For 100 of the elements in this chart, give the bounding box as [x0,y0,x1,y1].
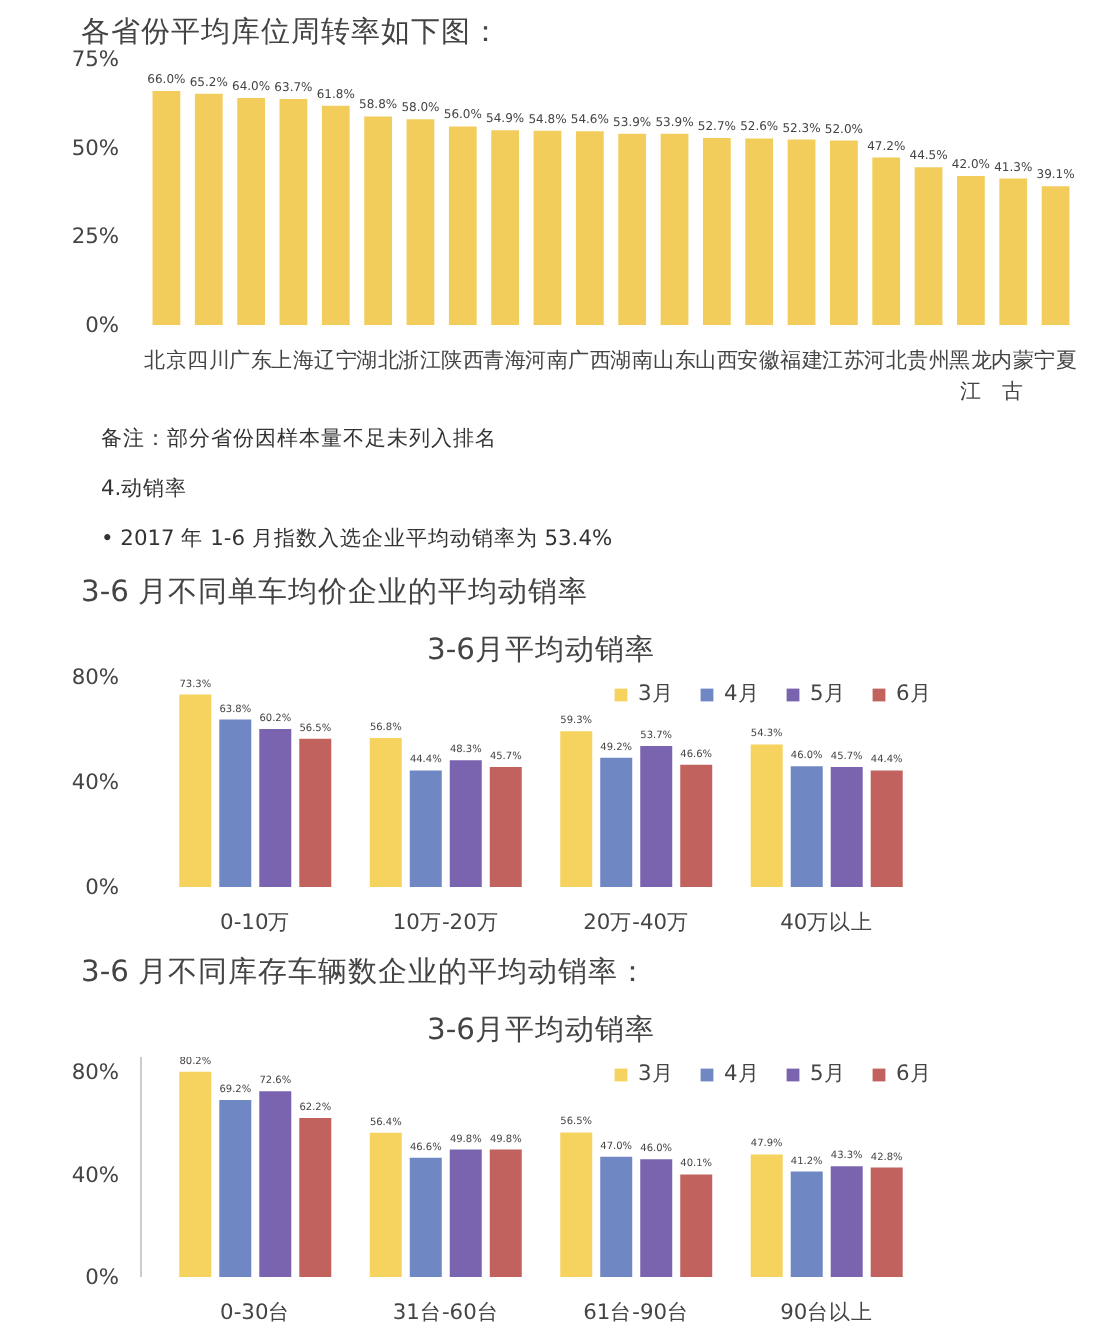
bar [369,737,402,887]
x-tick-label: 北京 [144,347,189,373]
bar [640,746,673,887]
x-tick-label: 湖南 [610,347,655,373]
bar [1041,186,1070,325]
x-tick-label: 内蒙古 [991,347,1036,405]
bar [299,738,332,887]
bar [750,1154,783,1277]
bar [449,1149,482,1277]
bar [533,130,562,325]
bar [560,1132,593,1277]
x-tick-label: 0-10万 [220,909,291,935]
bar [299,1117,332,1277]
chart-title: 3-6 月不同库存车辆数企业的平均动销率： [81,955,649,989]
y-tick-label: 40% [71,769,119,795]
x-tick-label: 青海 [483,347,528,373]
bar [829,140,858,325]
bar [279,99,308,325]
bar [259,728,292,887]
text: 4.动销率 [101,475,188,501]
x-tick-label: 安徽 [737,347,782,373]
x-tick-label: 河南 [525,347,570,373]
bar [872,157,901,325]
y-tick-label: 75% [71,46,119,72]
y-tick-label: 0% [85,1264,119,1290]
x-tick-label: 福建 [779,347,824,373]
bar [750,744,783,887]
bar [830,767,863,887]
bar [179,694,212,887]
chart-subtitle: 3-6月平均动销率 [427,633,655,667]
legend-label: 4月 [724,680,762,708]
bar [259,1091,292,1277]
bar [660,133,689,325]
y-tick-label: 50% [71,134,119,161]
legend-label: 5月 [810,1060,848,1088]
x-tick-label: 浙江 [398,347,443,373]
x-tick-label: 江苏 [821,347,866,373]
bar [790,1171,823,1277]
bar [409,770,442,887]
x-tick-label: 黑龙江 [948,347,993,405]
legend-label: 3月 [638,1060,676,1088]
bar [600,757,633,887]
x-tick-label: 山东 [652,347,697,373]
legend-label: 4月 [724,1060,762,1088]
bar [870,1167,903,1277]
bar [790,766,823,887]
y-tick-label: 25% [71,223,119,250]
chart-title: 各省份平均库位周转率如下图： [81,15,501,49]
bar [152,90,181,325]
bar [702,138,731,325]
y-tick-label: 80% [71,1059,119,1086]
y-tick-label: 0% [85,874,119,900]
x-tick-label: 20万-40万 [583,909,690,935]
legend-label: 5月 [810,680,848,708]
bar [957,176,985,325]
x-tick-label: 61台-90台 [583,1299,690,1325]
x-tick-label: 河北 [864,347,909,373]
legend-label: 3月 [638,680,676,708]
x-tick-label: 湖北 [356,347,401,373]
bar [237,98,265,325]
x-tick-label: 四川 [186,347,231,373]
x-tick-label: 辽宁 [313,347,358,373]
bar [560,731,593,887]
x-tick-label: 宁夏 [1033,347,1078,373]
bar [491,130,520,325]
bar [369,1132,402,1277]
legend-label: 6月 [896,680,934,708]
x-tick-label: 上海 [271,347,316,373]
bar [680,1174,713,1277]
bar [745,138,774,325]
bar [600,1156,633,1277]
x-tick-label: 贵州 [906,347,951,373]
x-tick-label: 90台以上 [780,1299,874,1325]
text: • 2017 年 1-6 月指数入选企业平均动销率为 53.4% [101,525,613,551]
bar [364,116,393,325]
text: 备注：部分省份因样本量不足未列入排名 [101,425,497,451]
x-tick-label: 陕西 [440,347,485,373]
bar [448,126,477,325]
bar [219,719,252,887]
bar [830,1166,863,1277]
bar [575,131,604,325]
x-tick-label: 10万-20万 [392,909,499,935]
chart-subtitle: 3-6月平均动销率 [427,1013,655,1047]
bar [914,167,943,325]
bar [618,133,647,325]
bar [999,178,1028,325]
bar [489,767,522,887]
bar [409,1157,442,1277]
x-tick-label: 31台-60台 [392,1299,499,1325]
bar [219,1099,252,1277]
bar [406,119,435,325]
chart-title: 3-6 月不同单车均价企业的平均动销率 [81,575,589,609]
bar [194,93,223,325]
x-tick-label: 0-30台 [220,1299,291,1325]
x-tick-label: 广东 [229,347,274,373]
x-tick-label: 40万以上 [780,909,874,935]
bar [489,1149,522,1277]
x-tick-label: 山西 [694,347,739,373]
bar [321,105,350,325]
y-tick-label: 40% [71,1161,119,1188]
